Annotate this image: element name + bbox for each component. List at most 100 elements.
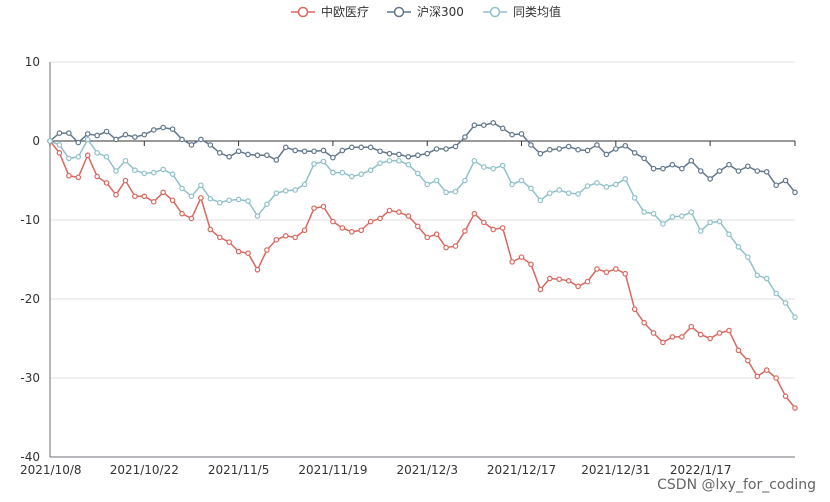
grid-lines: [50, 61, 795, 458]
data-point: [443, 244, 449, 251]
data-point: [132, 167, 138, 174]
data-point: [528, 261, 534, 268]
data-point: [679, 165, 685, 172]
data-point: [622, 176, 629, 182]
legend-item[interactable]: 同类均值: [483, 4, 561, 19]
data-point: [235, 248, 242, 255]
data-point: [424, 234, 431, 241]
data-point: [754, 168, 761, 174]
data-point: [198, 136, 204, 143]
data-point: [367, 218, 374, 225]
data-point: [575, 191, 581, 197]
x-tick-label: 2021/11/19: [298, 463, 367, 477]
data-point: [75, 139, 82, 146]
data-point: [160, 189, 166, 196]
series-line: [49, 140, 796, 409]
data-point: [660, 165, 666, 172]
data-point: [396, 157, 402, 164]
data-point: [113, 168, 119, 174]
data-point: [132, 134, 138, 140]
data-point: [188, 142, 195, 148]
data-point: [320, 158, 327, 165]
data-point: [726, 231, 732, 238]
data-point: [471, 210, 478, 217]
y-axis: 10 0 -10 -20 -30 -40: [20, 55, 51, 464]
x-tick-label: 2021/12/3: [396, 463, 458, 477]
data-point: [792, 189, 798, 196]
data-point: [537, 197, 544, 204]
x-tick-label: 2021/12/31: [581, 463, 650, 477]
series-line: [49, 121, 796, 193]
data-point: [348, 173, 355, 180]
data-point: [641, 319, 647, 326]
data-point: [122, 131, 129, 138]
data-point: [66, 172, 72, 179]
data-point: [169, 171, 176, 177]
data-point: [471, 157, 478, 164]
data-point: [735, 168, 742, 174]
data-point: [94, 150, 100, 156]
data-point: [650, 165, 657, 172]
data-point: [424, 181, 431, 188]
data-point: [452, 243, 459, 249]
data-point: [339, 147, 346, 154]
data-point: [575, 146, 581, 153]
y-tick-label: -20: [20, 292, 40, 306]
legend-symbol: [489, 6, 501, 18]
data-point: [537, 286, 544, 293]
data-point: [273, 157, 280, 163]
data-point: [509, 131, 515, 138]
data-point: [226, 197, 232, 204]
legend-item[interactable]: 中欧医疗: [291, 4, 369, 19]
data-point: [113, 136, 119, 143]
data-point: [282, 187, 289, 194]
data-point: [443, 146, 449, 152]
data-point: [367, 144, 374, 151]
data-point: [150, 127, 157, 133]
data-point: [292, 234, 298, 241]
data-point: [56, 130, 63, 136]
series-1: [47, 120, 798, 196]
data-point: [480, 219, 487, 226]
y-tick-label: 10: [25, 55, 40, 69]
data-point: [499, 162, 506, 169]
data-point: [660, 221, 666, 227]
data-point: [697, 228, 704, 234]
data-point: [528, 185, 534, 192]
data-point: [594, 266, 600, 272]
legend-symbol: [393, 6, 405, 18]
data-point: [499, 225, 506, 231]
data-point: [613, 146, 619, 152]
data-point: [150, 199, 157, 205]
data-point: [273, 190, 280, 196]
data-point: [169, 126, 176, 132]
data-point: [443, 189, 449, 196]
data-point: [122, 177, 129, 184]
data-point: [330, 169, 336, 176]
data-point: [697, 331, 704, 338]
data-point: [348, 229, 355, 235]
data-point: [782, 300, 789, 306]
data-point: [509, 181, 515, 188]
data-point: [84, 152, 91, 159]
data-point: [264, 201, 270, 208]
data-point: [330, 218, 336, 225]
data-point: [301, 227, 308, 234]
data-point: [631, 306, 638, 313]
legend-item[interactable]: 沪深300: [387, 5, 464, 19]
data-point: [207, 142, 214, 148]
data-point: [603, 184, 610, 190]
data-point: [56, 150, 63, 156]
legend[interactable]: 中欧医疗 沪深300 同类均值: [291, 4, 561, 19]
data-point: [414, 223, 421, 230]
data-point: [547, 146, 553, 153]
data-point: [433, 231, 440, 238]
data-point: [188, 215, 195, 222]
data-point: [547, 275, 553, 282]
data-point: [235, 196, 242, 203]
data-point: [311, 161, 317, 167]
data-point: [358, 171, 365, 177]
data-point: [669, 334, 676, 340]
data-point: [198, 182, 204, 189]
data-point: [490, 120, 497, 126]
